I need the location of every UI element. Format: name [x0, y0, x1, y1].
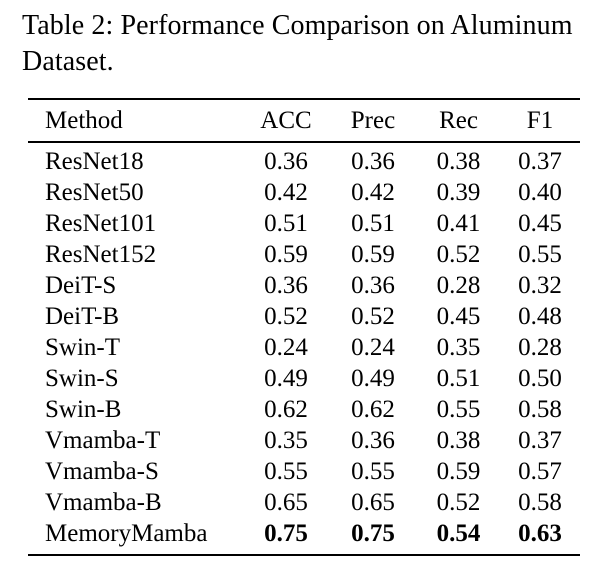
value-cell: 0.38 [436, 147, 481, 175]
col-header-rec: Rec [417, 99, 500, 143]
caption-line-2: Dataset. [22, 46, 114, 77]
value-cell: 0.37 [518, 147, 562, 175]
table-row: ResNet50 0.42 0.42 0.39 0.40 [28, 177, 580, 208]
table-row: ResNet152 0.59 0.59 0.52 0.55 [28, 239, 580, 270]
value-cell: 0.62 [264, 395, 308, 423]
method-cell: Swin-T [45, 333, 120, 361]
value-cell: 0.42 [264, 178, 308, 206]
value-cell: 0.52 [436, 488, 481, 516]
table-body: ResNet18 0.36 0.36 0.38 0.37 ResNet50 0.42 0.42… [28, 142, 580, 555]
method-cell: MemoryMamba [45, 519, 208, 547]
value-cell: 0.36 [351, 426, 395, 454]
value-cell: 0.55 [518, 240, 562, 268]
table-caption: Table 2: Performance Comparison on Alumi… [22, 8, 600, 80]
value-cell: 0.75 [351, 519, 395, 547]
value-cell: 0.58 [518, 488, 562, 516]
value-cell: 0.24 [264, 333, 308, 361]
value-cell: 0.48 [518, 302, 562, 330]
value-cell: 0.35 [264, 426, 308, 454]
value-cell: 0.36 [264, 271, 308, 299]
table-row: Swin-B 0.62 0.62 0.55 0.58 [28, 394, 580, 425]
value-cell: 0.51 [436, 364, 481, 392]
value-cell: 0.52 [351, 302, 395, 330]
table-row: MemoryMamba 0.75 0.75 0.54 0.63 [28, 518, 580, 555]
method-cell: ResNet18 [45, 147, 144, 175]
table-row: Vmamba-B 0.65 0.65 0.52 0.58 [28, 487, 580, 518]
value-cell: 0.59 [264, 240, 308, 268]
method-cell: Vmamba-S [45, 457, 159, 485]
value-cell: 0.50 [518, 364, 562, 392]
value-cell: 0.54 [436, 519, 481, 547]
table-row: ResNet101 0.51 0.51 0.41 0.45 [28, 208, 580, 239]
table-row: Vmamba-T 0.35 0.36 0.38 0.37 [28, 425, 580, 456]
value-cell: 0.51 [264, 209, 308, 237]
value-cell: 0.24 [351, 333, 395, 361]
value-cell: 0.38 [436, 426, 481, 454]
value-cell: 0.62 [351, 395, 395, 423]
method-cell: Vmamba-B [45, 488, 162, 516]
value-cell: 0.32 [518, 271, 562, 299]
value-cell: 0.59 [436, 457, 481, 485]
value-cell: 0.55 [264, 457, 308, 485]
value-cell: 0.45 [518, 209, 562, 237]
value-cell: 0.36 [351, 147, 395, 175]
caption-line-1: Table 2: Performance Comparison on Alumi… [22, 10, 573, 41]
table-row: ResNet18 0.36 0.36 0.38 0.37 [28, 142, 580, 177]
method-cell: Swin-S [45, 364, 119, 392]
col-header-f1: F1 [500, 99, 580, 143]
value-cell: 0.49 [264, 364, 308, 392]
col-header-prec: Prec [329, 99, 417, 143]
value-cell: 0.28 [518, 333, 562, 361]
value-cell: 0.52 [436, 240, 481, 268]
method-cell: ResNet101 [45, 209, 157, 237]
col-header-acc: ACC [243, 99, 329, 143]
method-cell: Vmamba-T [45, 426, 161, 454]
value-cell: 0.39 [436, 178, 481, 206]
table-header-row: Method ACC Prec Rec F1 [28, 99, 580, 143]
table-row: Swin-S 0.49 0.49 0.51 0.50 [28, 363, 580, 394]
value-cell: 0.52 [264, 302, 308, 330]
value-cell: 0.49 [351, 364, 395, 392]
method-cell: DeiT-B [45, 302, 120, 330]
value-cell: 0.63 [518, 519, 562, 547]
value-cell: 0.65 [264, 488, 308, 516]
performance-table: Method ACC Prec Rec F1 ResNet18 0.36 0.36 0… [28, 98, 580, 556]
table-row: Swin-T 0.24 0.24 0.35 0.28 [28, 332, 580, 363]
method-cell: DeiT-S [45, 271, 117, 299]
value-cell: 0.37 [518, 426, 562, 454]
value-cell: 0.57 [518, 457, 562, 485]
value-cell: 0.35 [436, 333, 481, 361]
method-cell: Swin-B [45, 395, 122, 423]
value-cell: 0.28 [436, 271, 481, 299]
value-cell: 0.58 [518, 395, 562, 423]
method-cell: ResNet152 [45, 240, 157, 268]
value-cell: 0.75 [264, 519, 308, 547]
value-cell: 0.40 [518, 178, 562, 206]
value-cell: 0.42 [351, 178, 395, 206]
table-row: DeiT-B 0.52 0.52 0.45 0.48 [28, 301, 580, 332]
paper-table-figure: Table 2: Performance Comparison on Alumi… [0, 8, 610, 576]
value-cell: 0.55 [436, 395, 481, 423]
value-cell: 0.36 [264, 147, 308, 175]
value-cell: 0.36 [351, 271, 395, 299]
col-header-method: Method [28, 99, 243, 143]
value-cell: 0.59 [351, 240, 395, 268]
value-cell: 0.45 [436, 302, 481, 330]
value-cell: 0.51 [351, 209, 395, 237]
table-row: Vmamba-S 0.55 0.55 0.59 0.57 [28, 456, 580, 487]
method-cell: ResNet50 [45, 178, 144, 206]
value-cell: 0.55 [351, 457, 395, 485]
value-cell: 0.41 [436, 209, 481, 237]
table-row: DeiT-S 0.36 0.36 0.28 0.32 [28, 270, 580, 301]
value-cell: 0.65 [351, 488, 395, 516]
